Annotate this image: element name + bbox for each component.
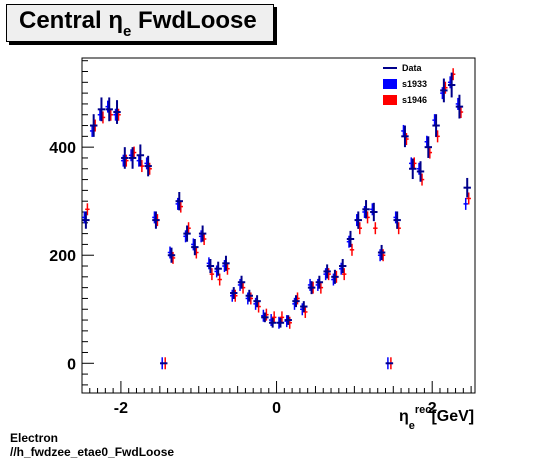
data-point	[198, 225, 207, 242]
data-point	[292, 295, 300, 308]
legend-swatch-s1946	[383, 95, 397, 105]
data-point	[245, 289, 254, 302]
data-point	[97, 97, 106, 122]
data-point	[370, 202, 378, 222]
data-point	[377, 244, 386, 261]
data-point	[300, 301, 308, 312]
data-point	[82, 211, 90, 229]
axes: 0 200 400 -2 0 2	[49, 60, 472, 417]
x-tick-label: -2	[114, 400, 128, 417]
legend-label: s1946	[402, 95, 427, 105]
data-point	[440, 78, 448, 103]
data-point	[261, 312, 269, 323]
data-point	[463, 177, 471, 198]
data-point	[152, 211, 160, 229]
x-tick-label: 2	[428, 400, 437, 417]
s1946-point	[349, 243, 355, 256]
data-point	[136, 144, 145, 167]
y-tick-label: 400	[49, 140, 76, 157]
s1946-point	[373, 222, 378, 235]
data-point	[89, 114, 98, 137]
data-point	[315, 275, 324, 289]
s1933-point	[463, 197, 468, 210]
data-point	[346, 230, 355, 248]
data-point	[191, 239, 199, 256]
legend-swatch-s1933	[383, 79, 397, 89]
data-marks	[82, 68, 471, 370]
data-point	[167, 247, 176, 263]
s1946-point	[209, 268, 215, 281]
x-axis-title: ηerec[GeV]	[399, 404, 474, 432]
plot-frame	[81, 57, 476, 394]
title-box: Central ηe FwdLoose	[6, 4, 274, 42]
data-point	[214, 261, 222, 276]
s1946-point	[341, 268, 347, 281]
data-point	[432, 114, 440, 137]
data-point	[276, 317, 285, 328]
s1946-point	[466, 192, 471, 205]
x-tick-label: 0	[272, 400, 281, 417]
s1946-point	[271, 311, 277, 324]
data-point	[409, 158, 417, 180]
y-tick-label: 200	[49, 248, 76, 265]
legend: Data s1933 s1946	[383, 63, 427, 105]
data-point	[113, 100, 121, 124]
data-point	[268, 317, 277, 328]
data-point	[144, 155, 152, 177]
data-point	[455, 94, 464, 119]
data-point	[424, 136, 433, 158]
data-point	[331, 269, 339, 284]
legend-label: s1933	[402, 79, 427, 89]
data-point	[362, 200, 370, 219]
s1946-point	[85, 203, 90, 216]
data-point	[105, 97, 113, 122]
s1946-point	[279, 311, 285, 324]
data-point	[354, 211, 362, 229]
data-point	[401, 125, 409, 148]
y-tick-label: 0	[67, 356, 76, 373]
data-point	[339, 259, 347, 274]
data-point	[230, 287, 238, 299]
data-point	[416, 161, 425, 182]
data-point	[323, 264, 331, 279]
footer-label: Electron	[10, 431, 59, 445]
data-point	[447, 72, 456, 98]
data-point	[237, 275, 246, 289]
data-point	[393, 211, 401, 229]
footer-path: //h_fwdzee_etae0_FwdLoose	[10, 445, 175, 459]
data-point	[128, 147, 137, 169]
data-point	[307, 281, 316, 295]
legend-label: Data	[402, 63, 423, 73]
data-point	[121, 147, 129, 169]
data-point	[284, 315, 292, 325]
data-point	[222, 255, 230, 271]
data-point	[206, 259, 215, 274]
data-point	[183, 225, 191, 242]
chart-title: Central ηe FwdLoose	[19, 7, 257, 40]
data-point	[175, 192, 183, 211]
data-point	[253, 295, 261, 308]
s1946-point	[217, 273, 222, 286]
